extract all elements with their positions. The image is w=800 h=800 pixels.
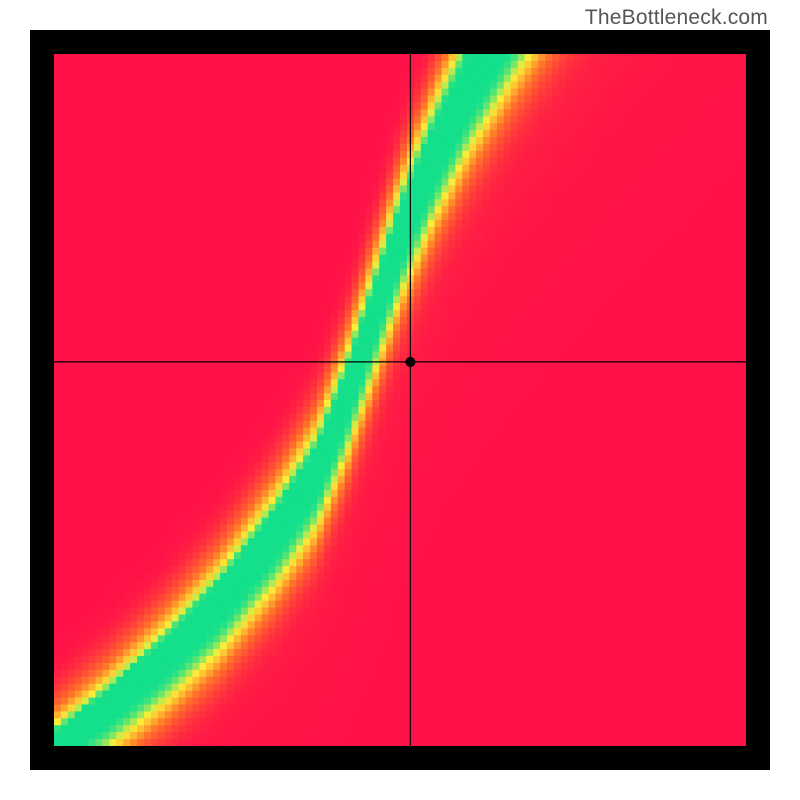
watermark-text: TheBottleneck.com bbox=[585, 6, 768, 30]
heatmap-canvas bbox=[54, 54, 746, 746]
plot-frame bbox=[30, 30, 770, 770]
chart-container: TheBottleneck.com bbox=[0, 0, 800, 800]
